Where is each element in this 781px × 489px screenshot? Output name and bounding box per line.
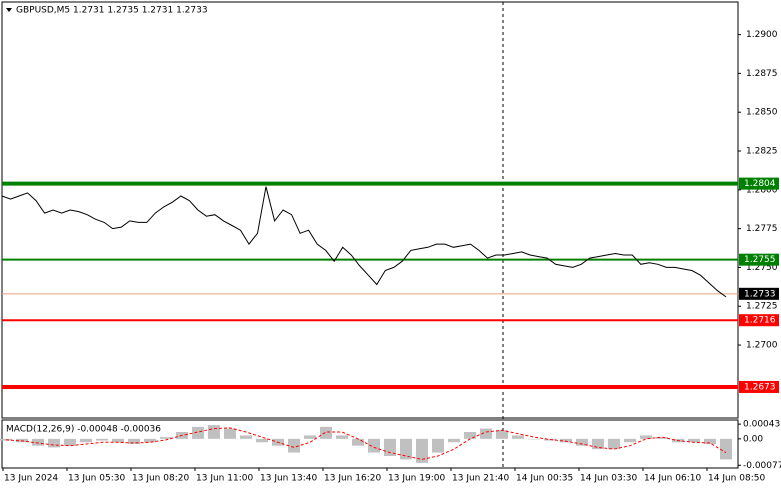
macd-bar xyxy=(576,438,588,446)
x-tick-label: 13 Jun 2024 xyxy=(4,474,58,484)
macd-bar xyxy=(208,425,220,439)
macd-title: MACD(12,26,9) -0.00048 -0.00036 xyxy=(6,425,161,435)
level-label: 1.2673 xyxy=(744,382,776,392)
macd-bar xyxy=(128,438,140,444)
level-label: 1.2804 xyxy=(744,179,776,189)
macd-bar xyxy=(48,438,60,448)
macd-bar xyxy=(304,435,316,439)
macd-bar xyxy=(224,428,236,439)
macd-bar xyxy=(512,435,524,439)
macd-bar xyxy=(400,438,412,460)
y-tick-label: 1.2700 xyxy=(746,341,778,351)
macd-tick-label: 0.00 xyxy=(743,434,763,444)
macd-bar xyxy=(624,438,636,443)
main-panel xyxy=(1,1,739,419)
macd-tick-label: 0.00043 xyxy=(743,420,780,430)
macd-bar xyxy=(496,430,508,439)
x-tick-label: 14 Jun 03:30 xyxy=(580,474,637,484)
x-tick-label: 14 Jun 08:50 xyxy=(708,474,765,484)
y-tick-label: 1.2850 xyxy=(746,108,778,118)
macd-bar xyxy=(32,438,44,446)
level-label-bg xyxy=(739,380,779,393)
macd-bar xyxy=(112,438,124,443)
x-tick-label: 13 Jun 19:00 xyxy=(388,474,445,484)
macd-bar xyxy=(464,432,476,439)
level-label-bg xyxy=(739,314,779,327)
macd-bar xyxy=(368,438,380,453)
macd-bar xyxy=(432,438,444,453)
macd-bar xyxy=(528,438,540,440)
x-tick-label: 14 Jun 06:10 xyxy=(644,474,701,484)
level-label-bg xyxy=(739,253,779,266)
macd-bar xyxy=(240,435,252,439)
current-price-label: 1.2733 xyxy=(744,289,776,299)
level-label: 1.2755 xyxy=(744,255,776,265)
macd-bar xyxy=(704,438,716,444)
macd-bar xyxy=(688,438,700,443)
y-tick-label: 1.2875 xyxy=(746,69,778,79)
price-line xyxy=(1,186,727,298)
x-tick-label: 13 Jun 16:20 xyxy=(324,474,381,484)
macd-bar xyxy=(640,435,652,439)
x-tick-label: 13 Jun 05:30 xyxy=(68,474,125,484)
menu-arrow xyxy=(6,8,12,12)
macd-bar xyxy=(592,438,604,450)
macd-bar xyxy=(0,438,12,441)
y-tick-label: 1.2750 xyxy=(746,263,778,273)
macd-tick-label: -0.00077 xyxy=(743,461,781,471)
macd-signal xyxy=(5,427,727,460)
macd-bar xyxy=(288,438,300,453)
y-tick-label: 1.2775 xyxy=(746,224,778,234)
macd-bar xyxy=(416,438,428,463)
macd-bar xyxy=(336,435,348,439)
macd-bar xyxy=(448,438,460,443)
macd-bar xyxy=(96,438,108,441)
macd-bar xyxy=(80,438,92,443)
x-tick-label: 13 Jun 11:00 xyxy=(196,474,253,484)
macd-bar xyxy=(256,438,268,443)
macd-bar xyxy=(384,438,396,456)
chart-title: GBPUSD,M5 1.2731 1.2735 1.2731 1.2733 xyxy=(16,6,208,16)
level-label: 1.2716 xyxy=(744,316,776,326)
macd-bar xyxy=(480,428,492,439)
y-tick-label: 1.2825 xyxy=(746,147,778,157)
macd-bar xyxy=(656,437,668,439)
x-tick-label: 13 Jun 21:40 xyxy=(452,474,509,484)
macd-bar xyxy=(64,438,76,446)
macd-bar xyxy=(560,438,572,443)
x-tick-label: 13 Jun 08:20 xyxy=(132,474,189,484)
macd-bar xyxy=(352,438,364,446)
y-tick-label: 1.2800 xyxy=(746,185,778,195)
current-price-bg xyxy=(739,287,779,300)
macd-bar xyxy=(144,438,156,443)
x-tick-label: 13 Jun 13:40 xyxy=(260,474,317,484)
y-tick-label: 1.2725 xyxy=(746,302,778,312)
macd-bar xyxy=(160,437,172,439)
macd-bar xyxy=(720,438,732,460)
macd-bar xyxy=(608,438,620,450)
macd-bar xyxy=(320,426,332,439)
x-tick-label: 14 Jun 00:35 xyxy=(516,474,573,484)
y-tick-label: 1.2900 xyxy=(746,30,778,40)
macd-bar xyxy=(192,426,204,439)
level-label-bg xyxy=(739,177,779,190)
